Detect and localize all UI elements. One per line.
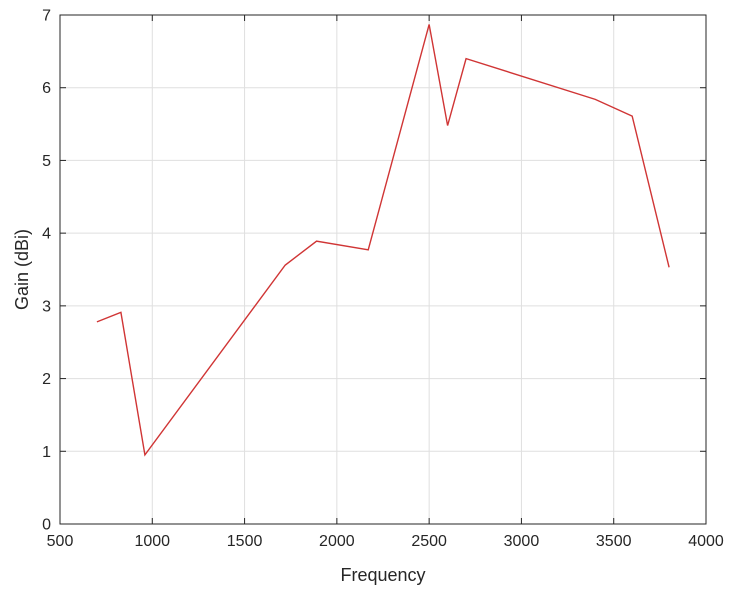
- x-tick-label: 3000: [504, 533, 540, 550]
- axes: [60, 15, 706, 524]
- y-tick-label: 4: [42, 226, 51, 243]
- x-tick-label: 3500: [596, 533, 632, 550]
- y-tick-label: 3: [42, 298, 51, 315]
- y-tick-label: 5: [42, 153, 51, 170]
- x-tick-label: 2000: [319, 533, 355, 550]
- plot-frame: [60, 15, 706, 524]
- y-axis-title: Gain (dBi): [12, 229, 32, 310]
- series: [97, 24, 669, 454]
- y-tick-label: 1: [42, 444, 51, 461]
- y-tick-label: 6: [42, 80, 51, 97]
- ticks: 500 1000 1500 2000 2500 3000 3500 4000 0 1 2 3 4 5 6 7: [42, 8, 724, 551]
- y-tick-label: 2: [42, 371, 51, 388]
- y-tick-label: 7: [42, 8, 51, 25]
- grid: [60, 15, 706, 524]
- x-tick-label: 4000: [688, 533, 724, 550]
- series-line: [97, 24, 669, 454]
- y-tick-label: 0: [42, 517, 51, 534]
- x-tick-label: 500: [47, 533, 74, 550]
- x-tick-label: 1500: [227, 533, 263, 550]
- x-tick-label: 2500: [411, 533, 447, 550]
- x-tick-label: 1000: [134, 533, 170, 550]
- x-axis-title: Frequency: [340, 565, 425, 585]
